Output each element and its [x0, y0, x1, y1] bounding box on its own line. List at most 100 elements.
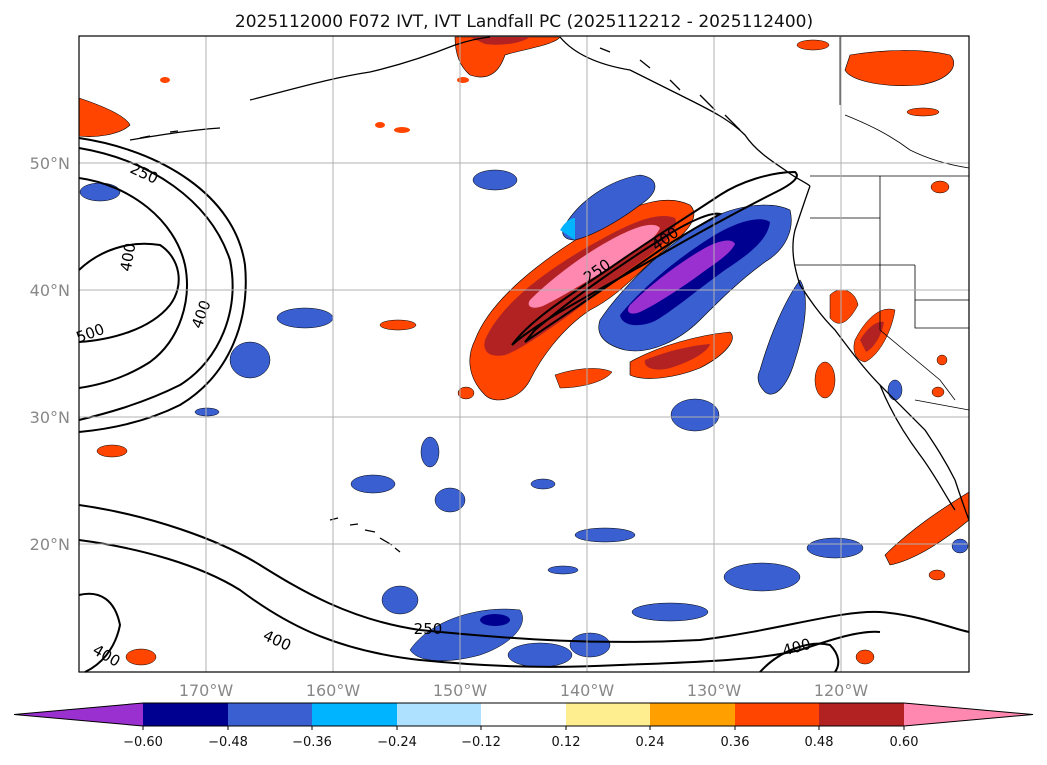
shade-blue-3	[229, 341, 271, 379]
colorbar-tick-label: −0.60	[123, 735, 163, 750]
coast-baja	[879, 384, 956, 511]
shade-navy-14	[480, 614, 510, 626]
lon-label-120w: 120°W	[814, 681, 869, 700]
shade-blue-18	[530, 478, 556, 490]
colorbar-segment	[650, 703, 735, 726]
colorbar-tick-label: 0.48	[805, 735, 834, 750]
shade-orange-dot3	[394, 127, 410, 133]
shade-blue-12	[631, 602, 709, 622]
colorbar-tick-label: −0.36	[292, 735, 332, 750]
contour-sw-400	[78, 592, 122, 673]
border-states-1	[795, 176, 969, 401]
colorbar-segment	[143, 703, 228, 726]
colorbar-segment	[819, 703, 904, 726]
shade-cyan-north	[560, 218, 575, 240]
shade-purple-main	[628, 240, 735, 314]
colorbar-tick-label: 0.12	[552, 735, 581, 750]
colorbar-tick-label: −0.24	[377, 735, 417, 750]
contour-250-west-outer	[78, 137, 247, 433]
shade-orange-sw1	[96, 444, 128, 458]
shade-orange-dot1	[160, 77, 170, 83]
coast-alaska-islands	[129, 47, 741, 141]
coast-westcoast	[792, 185, 970, 521]
contour-label-2: 400	[117, 241, 140, 272]
shade-orange-se1	[928, 569, 946, 581]
colorbar: −0.60 −0.48 −0.36 −0.24 −0.12 0.12 0.24 0.36 0.4…	[13, 702, 1034, 750]
coastlines	[129, 36, 970, 553]
shade-blue-1	[472, 169, 518, 191]
shade-orange-top	[454, 36, 561, 78]
shade-blue-6	[420, 436, 440, 468]
lon-label-130w: 130°W	[687, 681, 742, 700]
shade-orange-sw2	[125, 648, 157, 666]
shade-orange-ne	[844, 50, 955, 86]
contour-se-400	[759, 642, 840, 673]
shade-blue-17	[194, 407, 220, 417]
lat-label-40n: 40°N	[30, 281, 70, 300]
lon-label-140w: 140°W	[560, 681, 615, 700]
lat-label-50n: 50°N	[30, 154, 70, 173]
shade-blue-13	[381, 585, 419, 615]
shade-blue-10	[806, 537, 864, 559]
shade-blue-20	[951, 538, 969, 554]
shade-orange-coast3	[814, 361, 836, 399]
colorbar-tick-label: −0.12	[461, 735, 501, 750]
shade-blue-5	[670, 398, 720, 432]
contour-plume-250	[511, 170, 798, 346]
lon-labels: 170°W 160°W 150°W 140°W 130°W 120°W	[179, 681, 869, 700]
shade-blue-15	[507, 642, 573, 668]
shade-blue-16	[569, 632, 611, 658]
shade-blue-8	[434, 487, 466, 513]
colorbar-segment	[397, 703, 481, 726]
contour-label-7: 250	[414, 620, 443, 638]
shade-orange-se2	[855, 649, 875, 665]
shade-orange-e2	[936, 354, 948, 366]
colorbar-segment	[566, 703, 650, 726]
borders	[795, 37, 970, 411]
contour-400-west	[78, 177, 188, 389]
lat-labels: 50°N 40°N 30°N 20°N	[30, 154, 70, 554]
shade-red-coast2	[860, 321, 884, 352]
shade-orange-e1	[931, 386, 945, 398]
shade-blue-21	[887, 379, 903, 401]
colorbar-segment	[481, 703, 566, 726]
shade-orange-ne-small	[906, 107, 940, 117]
lon-label-170w: 170°W	[179, 681, 234, 700]
colorbar-extend-right	[904, 703, 1033, 726]
shade-pink-plume	[528, 224, 660, 308]
shade-blue-7	[350, 474, 396, 494]
shade-orange-s2	[457, 386, 475, 400]
colorbar-extend-left	[14, 703, 143, 726]
shade-blue-11	[723, 562, 801, 592]
shade-orange-s3	[379, 319, 417, 331]
contour-south-250	[78, 504, 970, 643]
map-frame	[78, 35, 970, 673]
contour-400-west-inner	[78, 242, 180, 343]
shade-orange-nw	[78, 97, 131, 137]
lon-label-150w: 150°W	[433, 681, 488, 700]
gridlines	[79, 36, 969, 672]
shade-red-east	[644, 344, 710, 370]
map-panel: 250 400 400 500 250 400 250 400 400 400	[74, 35, 970, 673]
shade-orange-dot4	[457, 77, 469, 83]
colorbar-tick-label: −0.48	[208, 735, 248, 750]
contour-south-400	[78, 539, 881, 668]
coast-alaska	[249, 36, 811, 187]
shade-orange-s1	[554, 368, 613, 389]
shade-blue-9	[574, 527, 636, 543]
colorbar-segment	[735, 703, 819, 726]
border-mexico	[914, 399, 970, 411]
shade-red-top	[470, 37, 530, 45]
colorbar-tick-label: 0.60	[890, 735, 919, 750]
shade-blue-19	[547, 565, 579, 575]
contour-250-west	[78, 147, 234, 421]
shade-orange-se3	[930, 180, 950, 194]
colorbar-tick-label: 0.24	[636, 735, 665, 750]
shade-orange-topright	[796, 39, 830, 51]
lat-label-20n: 20°N	[30, 535, 70, 554]
shade-blue-north	[562, 174, 656, 241]
colorbar-segment	[228, 703, 312, 726]
shade-blue-4	[79, 182, 121, 202]
lat-label-30n: 30°N	[30, 408, 70, 427]
shade-orange-dot2	[375, 122, 385, 128]
